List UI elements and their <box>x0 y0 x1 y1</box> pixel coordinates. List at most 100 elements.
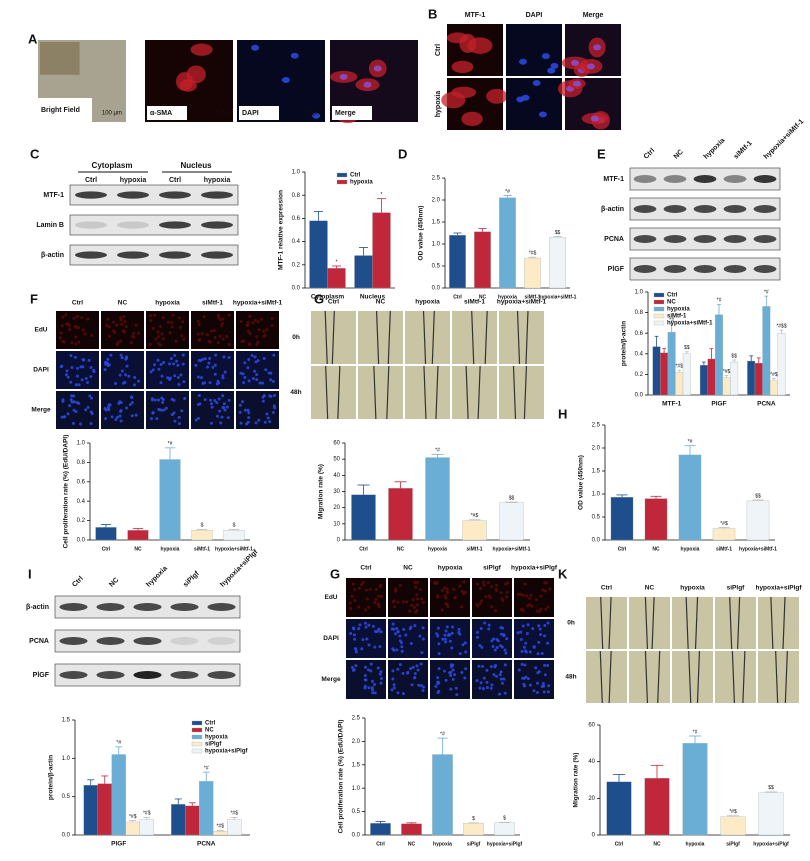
band <box>96 637 125 645</box>
x-tick-label: PCNA <box>197 841 216 848</box>
nucleus <box>516 96 525 103</box>
row-label: PlGF <box>608 266 625 273</box>
nucleus <box>437 642 441 646</box>
legend-label: siPlgf <box>205 742 222 748</box>
nucleus <box>196 332 200 336</box>
nucleus <box>253 318 257 322</box>
scale-bar-label: 100 μm <box>102 111 122 117</box>
y-tick-label: 1.0 <box>592 492 601 498</box>
nucleus <box>242 381 246 385</box>
bar <box>354 255 373 289</box>
nucleus <box>66 412 70 416</box>
legend-label: hypoxia+siMtf-1 <box>667 321 713 327</box>
panel-letter: G <box>314 291 324 306</box>
nucleus <box>413 581 417 585</box>
nucleus <box>162 408 166 412</box>
nucleus <box>242 339 246 343</box>
nucleus <box>262 394 266 398</box>
nucleus <box>525 594 529 598</box>
nucleus <box>495 646 499 650</box>
bar <box>139 819 154 836</box>
column-header: Ctrl <box>601 585 612 592</box>
bar <box>644 498 668 541</box>
legend-swatch <box>336 179 348 185</box>
micrograph <box>358 311 403 364</box>
significance-label: *#$ <box>129 814 137 820</box>
nucleus <box>374 588 378 592</box>
nucleus <box>251 377 255 381</box>
nucleus <box>546 664 550 668</box>
nucleus <box>257 418 261 422</box>
micrograph <box>146 311 189 349</box>
micrograph <box>586 651 627 703</box>
nucleus <box>519 637 523 641</box>
nucleus <box>477 664 481 668</box>
legend-swatch <box>336 172 348 178</box>
significance-label: *#$ <box>720 521 728 527</box>
nucleus <box>542 684 546 688</box>
nucleus <box>544 581 548 585</box>
nucleus <box>394 632 398 636</box>
micrograph <box>715 597 756 649</box>
nucleus <box>260 317 264 321</box>
wound-edge <box>331 310 335 365</box>
nucleus <box>246 320 250 324</box>
wound-edge <box>324 310 328 365</box>
column-header: hypoxia <box>415 299 440 306</box>
nucleus <box>77 401 81 405</box>
nucleus <box>60 324 64 328</box>
nucleus <box>238 403 242 407</box>
nucleus <box>194 363 198 367</box>
band <box>59 671 88 679</box>
bar <box>199 781 214 836</box>
nucleus <box>434 582 438 586</box>
micrograph <box>715 651 756 703</box>
nucleus <box>90 412 94 416</box>
y-tick-label: 0.0 <box>352 833 361 839</box>
significance-label: *# <box>505 189 510 195</box>
band <box>633 265 657 273</box>
nucleus <box>225 335 229 339</box>
nucleus <box>171 313 175 317</box>
bar <box>462 520 487 541</box>
nucleus <box>413 624 417 628</box>
y-tick-label: 1.0 <box>77 441 86 447</box>
nucleus <box>460 590 464 594</box>
nucleus <box>254 360 258 364</box>
y-axis-label: protein/β-actin <box>48 755 55 800</box>
nucleus <box>539 594 543 598</box>
row-label: 48h <box>290 389 301 396</box>
nucleus <box>223 408 227 412</box>
nucleus <box>590 115 599 122</box>
micrograph <box>405 366 450 419</box>
nucleus <box>452 588 456 592</box>
nucleus <box>476 635 480 639</box>
nucleus <box>212 328 216 332</box>
band <box>207 637 236 645</box>
bar <box>223 530 245 541</box>
wound-edge <box>477 365 481 420</box>
row-label: PlGF <box>33 672 50 679</box>
lane-label: hypoxia <box>204 177 231 184</box>
nucleus <box>150 397 154 401</box>
nucleus <box>76 326 80 330</box>
nucleus <box>391 669 395 673</box>
bar <box>432 754 453 836</box>
y-tick-label: 0.2 <box>292 262 301 268</box>
nucleus <box>265 328 269 332</box>
nucleus <box>499 670 503 674</box>
nucleus <box>537 670 541 674</box>
nucleus <box>458 652 462 656</box>
blot-strip <box>69 214 239 236</box>
band <box>753 175 777 183</box>
significance-label: * <box>336 259 338 265</box>
y-tick-label: 0.8 <box>292 193 301 199</box>
nucleus <box>58 336 62 340</box>
nucleus <box>539 607 543 611</box>
nucleus <box>502 633 506 637</box>
nucleus <box>504 651 508 655</box>
wound-edge <box>337 365 341 420</box>
bar <box>524 257 541 289</box>
nucleus <box>368 587 372 591</box>
nucleus <box>69 398 73 402</box>
